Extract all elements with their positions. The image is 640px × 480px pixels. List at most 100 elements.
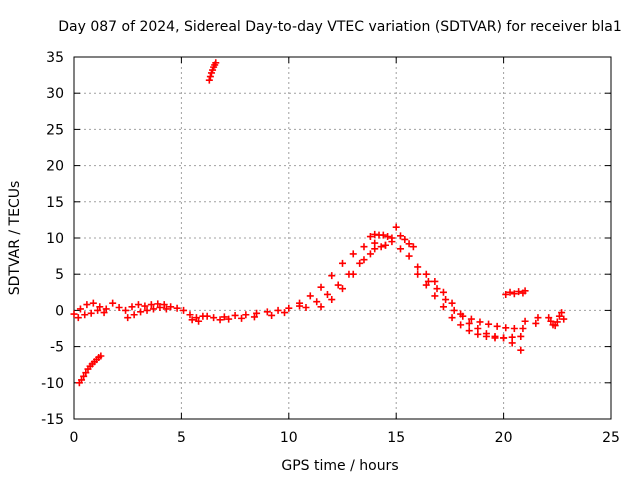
data-point — [521, 287, 529, 295]
data-point — [414, 263, 422, 271]
data-point — [422, 281, 430, 289]
data-point — [313, 298, 321, 306]
data-point — [328, 296, 336, 304]
data-point — [87, 309, 95, 317]
y-tick-label: 10 — [46, 231, 64, 247]
y-tick-labels: -15 -10 -5 0 5 10 15 20 25 30 35 — [41, 50, 64, 428]
data-point — [506, 288, 514, 296]
data-point — [149, 305, 157, 313]
data-point — [510, 325, 518, 332]
data-point — [388, 234, 396, 242]
data-point — [476, 318, 484, 326]
grid — [74, 57, 611, 419]
y-tick-label: -15 — [41, 412, 64, 428]
x-tick-label: 5 — [177, 430, 186, 446]
data-point — [141, 302, 149, 310]
data-point — [422, 270, 430, 278]
data-point — [474, 330, 482, 338]
data-point — [392, 223, 400, 231]
data-point — [384, 233, 392, 241]
data-point — [83, 301, 91, 309]
data-point — [396, 232, 404, 240]
data-point — [206, 73, 214, 81]
x-axis-label: GPS time / hours — [281, 458, 398, 474]
data-point — [465, 319, 473, 327]
series-peak-plateau — [366, 223, 417, 251]
data-point — [147, 301, 155, 309]
data-point — [439, 288, 447, 296]
data-point — [128, 303, 136, 311]
data-point — [551, 322, 559, 330]
series-rise-c — [317, 241, 389, 311]
data-point — [210, 314, 218, 322]
data-point — [302, 304, 310, 312]
data-point — [130, 311, 138, 319]
y-tick-label: -5 — [50, 340, 64, 356]
data-point — [205, 76, 213, 84]
data-point — [409, 243, 417, 251]
data-point — [76, 305, 84, 313]
data-point — [238, 314, 246, 322]
data-point — [109, 299, 117, 307]
data-point — [519, 325, 527, 332]
data-point — [405, 240, 413, 248]
data-point — [465, 327, 473, 335]
data-point — [285, 304, 293, 312]
data-point — [296, 299, 304, 307]
data-point — [517, 332, 525, 340]
data-point — [74, 314, 82, 322]
y-tick-label: 5 — [55, 267, 64, 283]
data-points — [70, 59, 568, 387]
data-point — [515, 288, 523, 296]
data-point — [508, 333, 516, 341]
data-point — [377, 243, 385, 251]
data-point — [328, 272, 336, 280]
data-point — [82, 369, 90, 377]
data-point — [405, 252, 413, 260]
data-point — [173, 304, 181, 312]
data-point — [366, 233, 374, 241]
data-point — [457, 321, 465, 329]
data-point — [401, 235, 409, 243]
data-point — [366, 250, 374, 258]
series-early-descending-arc — [75, 352, 105, 387]
series-late-segment-high — [502, 287, 529, 298]
data-point — [433, 285, 441, 293]
data-point — [274, 306, 282, 314]
x-tick-label: 10 — [280, 430, 298, 446]
data-point — [180, 306, 188, 314]
data-point — [553, 318, 561, 326]
data-point — [94, 306, 102, 314]
y-tick-label: 35 — [46, 50, 64, 66]
data-point — [124, 314, 132, 322]
data-point — [379, 231, 387, 239]
data-point — [78, 376, 86, 384]
data-point — [70, 310, 78, 318]
data-point — [448, 299, 456, 307]
data-point — [188, 316, 196, 324]
x-tick-label: 20 — [495, 430, 513, 446]
data-point — [89, 299, 97, 307]
y-tick-label: -10 — [41, 376, 64, 392]
data-point — [349, 250, 357, 258]
data-point — [558, 309, 566, 317]
data-point — [167, 303, 175, 311]
data-point — [502, 324, 510, 332]
data-point — [555, 312, 563, 320]
series-late-cluster — [545, 309, 568, 330]
series-rise-b — [302, 238, 396, 312]
data-point — [195, 317, 203, 325]
series-fall-b — [414, 270, 525, 342]
data-point — [281, 309, 289, 317]
data-point — [424, 277, 432, 285]
data-point — [439, 303, 447, 311]
data-point — [560, 315, 568, 323]
data-point — [482, 332, 490, 340]
data-point — [339, 259, 346, 267]
x-tick-label: 15 — [387, 430, 405, 446]
data-point — [534, 314, 542, 322]
y-axis-label: SDTVAR / TECUs — [7, 181, 23, 296]
data-point — [306, 292, 314, 300]
x-tick-label: 25 — [602, 430, 620, 446]
